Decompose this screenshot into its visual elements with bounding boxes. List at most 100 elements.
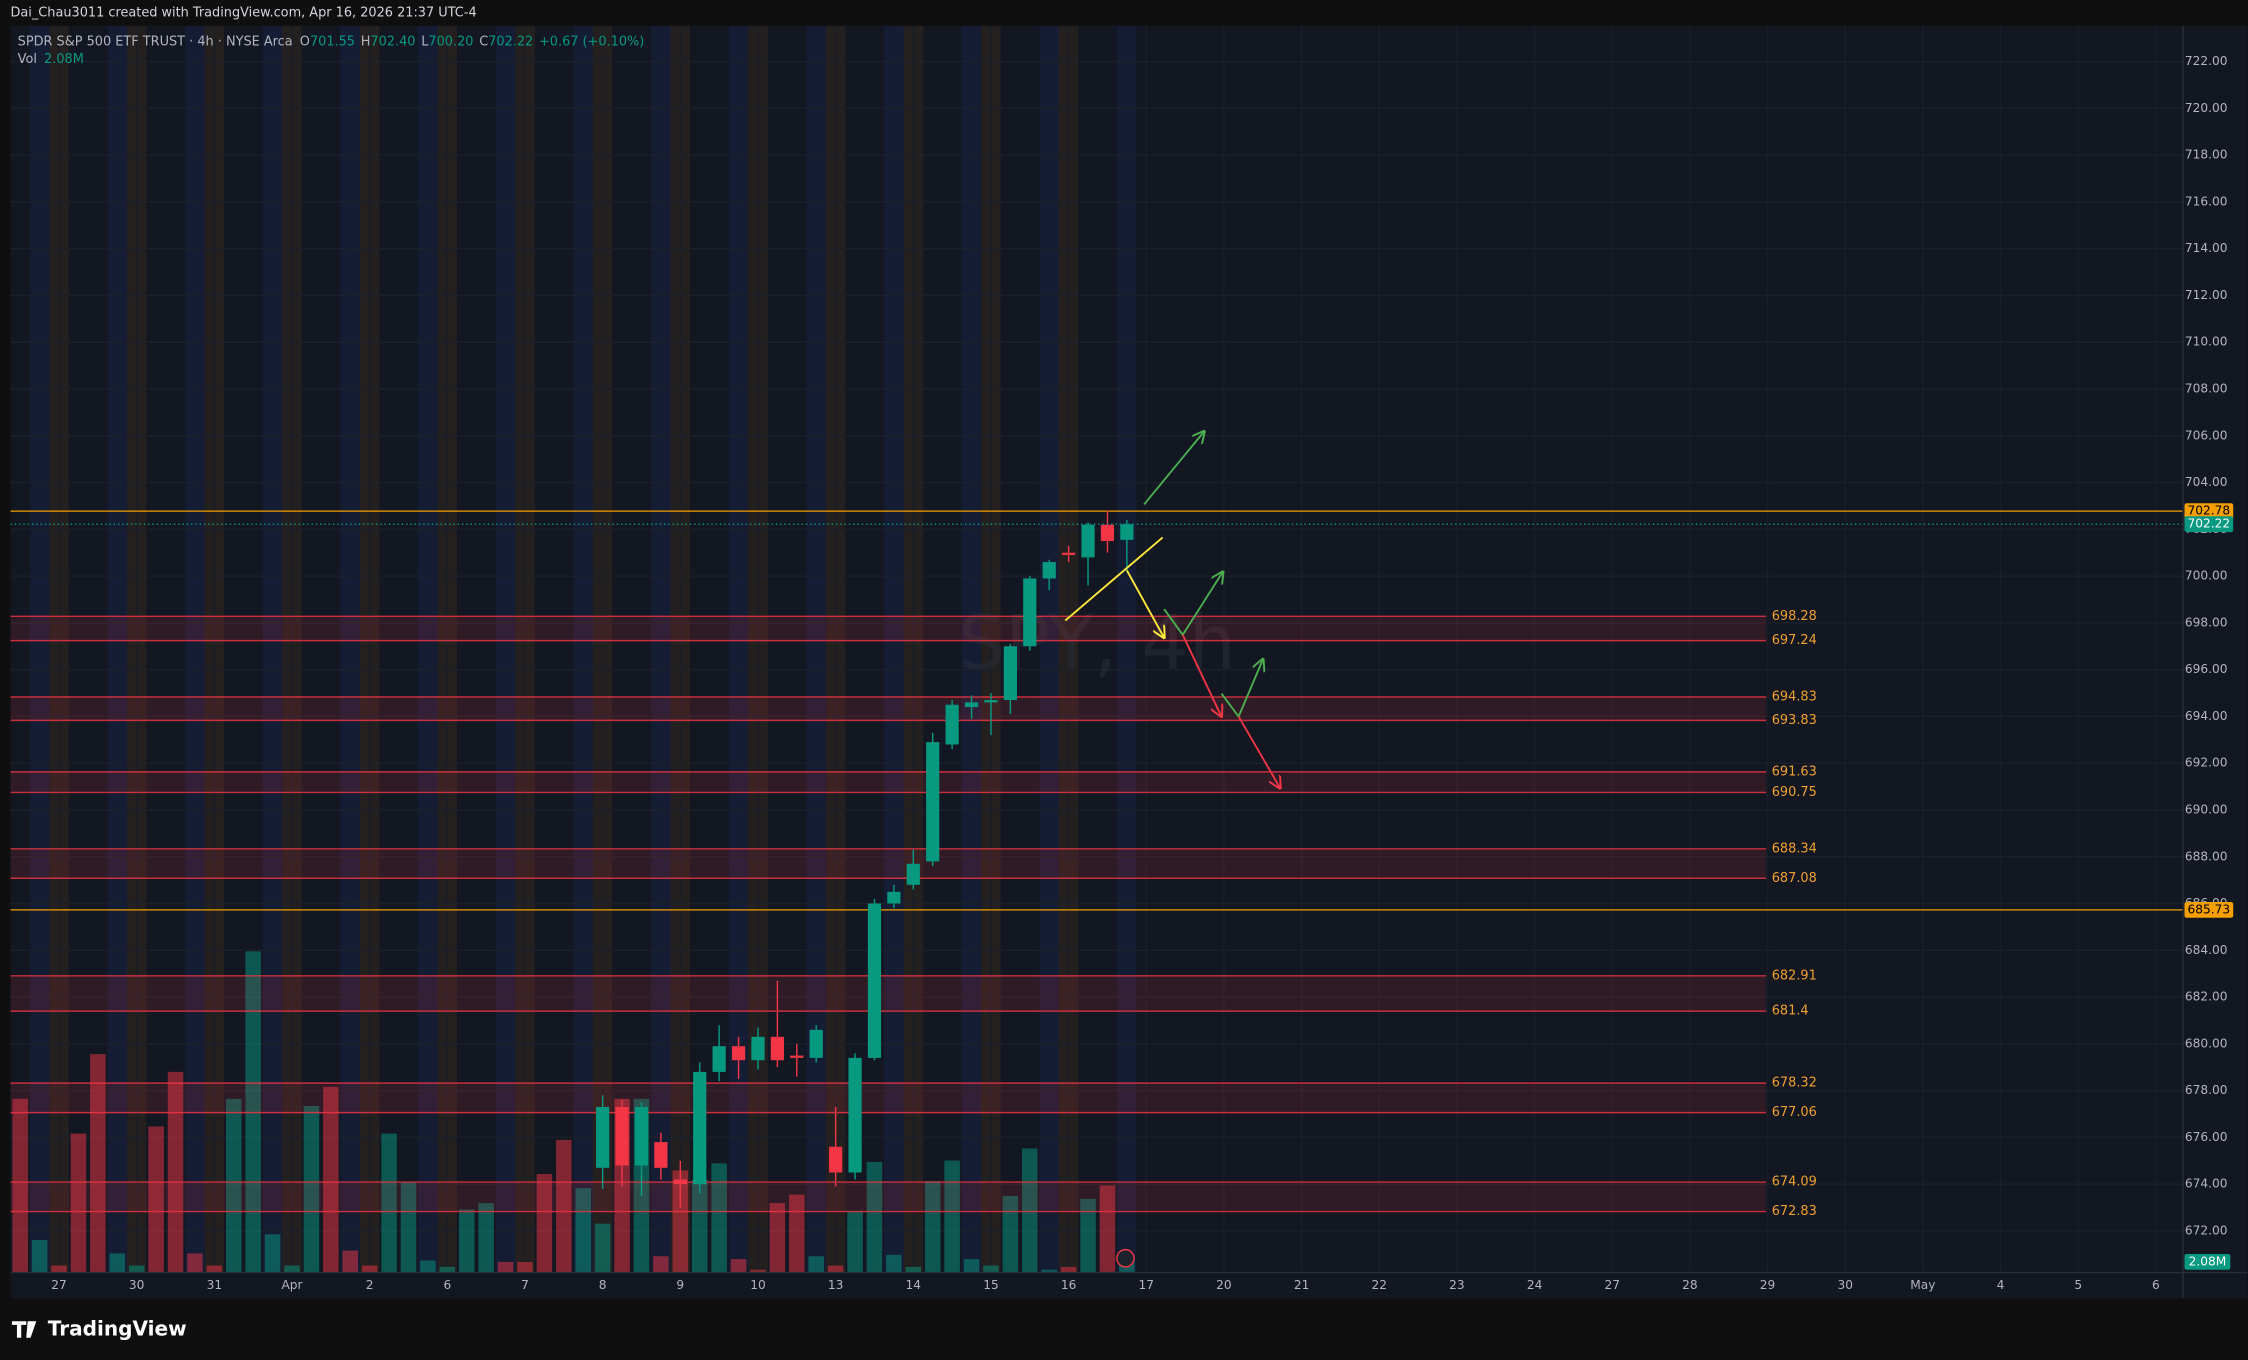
volume-bar	[361, 1265, 378, 1273]
candle-body	[693, 1071, 707, 1185]
volume-bar	[750, 1269, 766, 1273]
y-tick-label: 690.00	[2185, 802, 2228, 816]
volume-bar	[458, 1209, 475, 1273]
volume-bar	[128, 1265, 145, 1273]
volume-bar	[497, 1261, 514, 1273]
volume-bar	[711, 1163, 727, 1273]
y-tick-label: 688.00	[2185, 849, 2228, 863]
vol-label: Vol	[18, 51, 37, 66]
session-band	[961, 25, 982, 1273]
candle-body	[654, 1142, 668, 1168]
y-tick-label: 706.00	[2185, 428, 2228, 442]
level-label: 672.83	[1772, 1204, 1817, 1219]
x-tick-label: Apr	[281, 1278, 302, 1292]
volume-bar	[808, 1256, 824, 1273]
candle-body	[615, 1106, 629, 1166]
level-label: 687.08	[1772, 871, 1817, 886]
session-band	[728, 25, 749, 1273]
candle-body	[829, 1146, 843, 1173]
volume-bar	[769, 1203, 786, 1273]
zone	[10, 771, 1767, 793]
y-tick-label: 720.00	[2185, 101, 2228, 115]
volume-bar	[342, 1250, 359, 1273]
volume-bar	[323, 1086, 339, 1273]
volume-bar	[400, 1182, 417, 1273]
h-label: H	[361, 34, 371, 49]
session-band	[262, 25, 283, 1273]
volume-bar	[478, 1203, 494, 1273]
volume-bar	[109, 1253, 126, 1273]
volume-bar	[284, 1265, 300, 1273]
y-tick-label: 682.00	[2185, 990, 2228, 1004]
x-tick-label: 13	[828, 1278, 844, 1292]
o-value: 701.55	[310, 34, 355, 49]
volume-bar	[983, 1265, 999, 1273]
logo: TradingView	[48, 1316, 187, 1340]
h-value: 702.40	[370, 34, 415, 49]
volume-legend: Vol 2.08M	[18, 51, 84, 66]
chart-pane	[10, 25, 2248, 1299]
session-band	[806, 25, 826, 1273]
level-label: 682.91	[1772, 968, 1817, 983]
candle-body	[906, 863, 920, 885]
x-tick-label: 23	[1449, 1278, 1465, 1292]
y-tick-label: 676.00	[2185, 1130, 2228, 1144]
volume-bar	[264, 1234, 281, 1273]
candle-body	[790, 1055, 804, 1058]
candle-body	[1081, 524, 1095, 558]
y-tick-label: 700.00	[2185, 569, 2228, 583]
volume-bar	[1041, 1269, 1057, 1273]
change: +0.67 (+0.10%)	[539, 34, 644, 49]
candle-body	[1023, 578, 1037, 647]
level-label: 690.75	[1772, 785, 1817, 800]
level-label: 694.83	[1772, 690, 1817, 705]
volume-bar	[1060, 1266, 1077, 1273]
volume-bar	[1002, 1195, 1019, 1273]
session-band	[1039, 25, 1059, 1273]
y-tick-label: 692.00	[2185, 756, 2228, 770]
session-band	[884, 25, 904, 1273]
y-tick-label: 710.00	[2185, 335, 2228, 349]
x-tick-label: 27	[1604, 1278, 1620, 1292]
c-label: C	[479, 34, 488, 49]
volume-bar	[167, 1071, 184, 1273]
candle-body	[945, 704, 959, 745]
volume-bar	[847, 1210, 863, 1273]
x-tick-label: 5	[2074, 1278, 2082, 1292]
volume-badge-label: 2.08M	[2189, 1254, 2227, 1268]
y-tick-label: 714.00	[2185, 241, 2228, 255]
level-label: 674.09	[1772, 1175, 1817, 1190]
x-tick-label: 9	[676, 1278, 684, 1292]
x-tick-label: 27	[51, 1278, 66, 1292]
volume-bar	[691, 1179, 708, 1273]
x-tick-label: 29	[1760, 1278, 1776, 1292]
candle-body	[751, 1036, 765, 1061]
x-tick-label: May	[1910, 1278, 1935, 1292]
volume-badge	[2184, 1253, 2231, 1270]
candle-body	[596, 1106, 610, 1168]
volume-bar	[963, 1259, 980, 1273]
event-icon[interactable]	[1116, 1248, 1135, 1268]
candle-body	[926, 742, 940, 862]
x-tick-label: 20	[1216, 1278, 1232, 1292]
x-tick-label: 4	[1997, 1278, 2005, 1292]
level-label: 691.63	[1772, 764, 1817, 779]
volume-bar	[827, 1265, 844, 1273]
y-tick-label: 698.00	[2185, 615, 2228, 629]
volume-bar	[12, 1098, 28, 1273]
price-badge	[2184, 516, 2234, 533]
y-tick-label: 674.00	[2185, 1177, 2228, 1191]
candle-body	[848, 1057, 862, 1173]
candle-body	[984, 700, 998, 703]
zone	[10, 1182, 1767, 1212]
x-tick-label: 22	[1372, 1278, 1388, 1292]
arrow	[1237, 716, 1281, 789]
x-tick-label: 16	[1061, 1278, 1077, 1292]
y-tick-label: 672.00	[2185, 1223, 2228, 1237]
volume-bar	[1099, 1185, 1116, 1273]
volume-bar	[789, 1194, 805, 1273]
x-tick-label: 21	[1294, 1278, 1310, 1292]
drawings	[1064, 431, 1281, 789]
zone	[10, 1083, 1767, 1113]
volume-bar	[187, 1253, 203, 1273]
